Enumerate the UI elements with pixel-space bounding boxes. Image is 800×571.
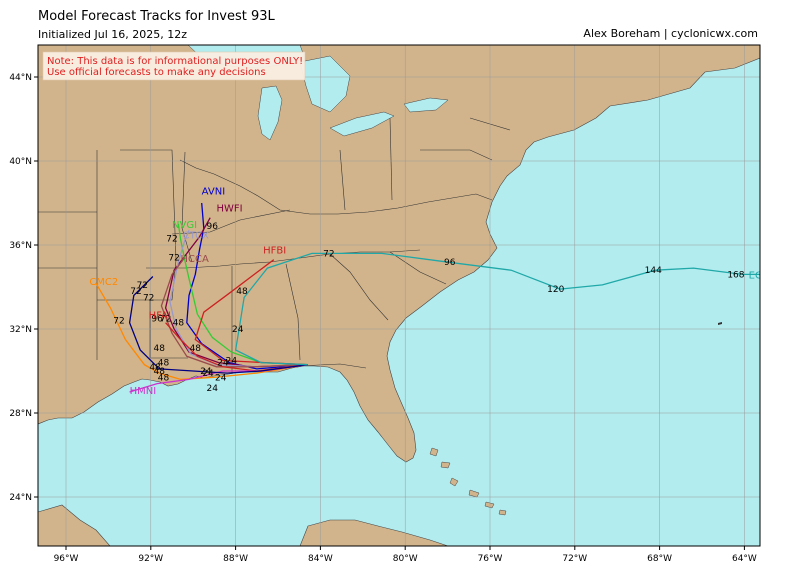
forecast-hour-label: 24 xyxy=(215,373,227,383)
model-label-nvgi: NVGI xyxy=(172,220,197,231)
forecast-hour-label: 48 xyxy=(154,344,166,354)
lon-tick-label: 80°W xyxy=(393,554,418,564)
forecast-hour-label: 48 xyxy=(158,373,170,383)
forecast-hour-label: 24 xyxy=(202,369,214,379)
forecast-hour-label: 168 xyxy=(727,270,744,280)
lon-tick-label: 64°W xyxy=(732,554,757,564)
model-label-ctcx: CTCX xyxy=(183,231,209,242)
land-cuba xyxy=(299,519,449,546)
forecast-hour-label: 48 xyxy=(154,367,166,377)
lat-tick-label: 32°N xyxy=(9,325,32,335)
forecast-hour-label: 48 xyxy=(149,363,161,373)
forecast-hour-label: 144 xyxy=(645,266,662,276)
forecast-hour-label: 24 xyxy=(207,384,219,394)
forecast-hour-label: 96 xyxy=(444,258,456,268)
track-ctcx xyxy=(169,230,308,368)
forecast-hour-label: 72 xyxy=(113,317,124,327)
note-line-1: Note: This data is for informational pur… xyxy=(47,56,303,67)
graticule xyxy=(38,45,760,546)
track-egri xyxy=(234,252,760,366)
model-label-hmni: HMNI xyxy=(130,386,157,397)
track-nvgi xyxy=(177,223,308,366)
forecast-hour-label: 24 xyxy=(232,325,244,335)
note-line-2: Use official forecasts to make any decis… xyxy=(47,67,266,78)
forecast-hour-label: 48 xyxy=(236,287,248,297)
forecast-hour-label: 72 xyxy=(168,254,179,264)
lake-huron xyxy=(299,55,351,113)
model-label-hfbi: HFBI xyxy=(263,245,286,256)
forecast-hour-label: 72 xyxy=(166,235,177,245)
chart-title: Model Forecast Tracks for Invest 93L xyxy=(38,9,275,24)
land-bermuda xyxy=(718,322,722,325)
lon-tick-label: 84°W xyxy=(308,554,333,564)
lon-tick-label: 76°W xyxy=(478,554,503,564)
forecast-hour-label: 24 xyxy=(226,357,238,367)
forecast-hour-label: 72 xyxy=(130,287,141,297)
lon-tick-label: 68°W xyxy=(647,554,672,564)
track-hcca xyxy=(160,257,308,368)
lat-tick-label: 40°N xyxy=(9,157,32,167)
lat-tick-label: 24°N xyxy=(9,493,32,503)
lon-tick-label: 72°W xyxy=(562,554,587,564)
forecast-hour-label: 72 xyxy=(143,294,154,304)
model-label-cmc2: CMC2 xyxy=(89,277,118,288)
forecast-hour-label: 72 xyxy=(137,281,148,291)
lat-tick-label: 36°N xyxy=(9,241,32,251)
forecast-hour-label: 48 xyxy=(158,359,170,369)
lake-michigan xyxy=(257,85,283,141)
land-yucatan xyxy=(38,504,111,546)
forecast-hour-label: 24 xyxy=(200,367,212,377)
lake-ontario xyxy=(403,97,449,113)
forecast-hour-label: 24 xyxy=(217,359,229,369)
forecast-hour-label: 48 xyxy=(190,344,202,354)
map-frame xyxy=(37,44,761,547)
init-time: Initialized Jul 16, 2025, 12z xyxy=(38,28,188,41)
track-gfs-ext xyxy=(128,276,308,374)
model-label-avni: AVNI xyxy=(202,187,225,198)
lat-tick-label: 28°N xyxy=(9,409,32,419)
model-label-hwfi: HWFI xyxy=(217,203,243,214)
model-label-hcca: HCCA xyxy=(180,254,208,265)
credit-label: Alex Boreham | cyclonicwx.com xyxy=(583,27,758,40)
lon-tick-label: 88°W xyxy=(223,554,248,564)
disclaimer-note: Note: This data is for informational pur… xyxy=(42,51,306,81)
forecast-hour-label: 48 xyxy=(173,319,185,329)
forecast-hour-label: 72 xyxy=(323,249,334,259)
forecast-hour-label: 96 xyxy=(207,222,219,232)
track-cmc2 xyxy=(95,282,308,381)
model-label-egri: EGRI xyxy=(749,271,773,282)
lon-tick-label: 96°W xyxy=(54,554,79,564)
lon-tick-label: 92°W xyxy=(138,554,163,564)
lat-tick-label: 44°N xyxy=(9,73,32,83)
model-label-hfai: HFAI xyxy=(149,311,171,322)
forecast-hour-label: 72 xyxy=(160,315,171,325)
lake-erie xyxy=(329,111,395,137)
forecast-hour-label: 120 xyxy=(547,285,564,295)
forecast-hour-label: 96 xyxy=(151,315,163,325)
